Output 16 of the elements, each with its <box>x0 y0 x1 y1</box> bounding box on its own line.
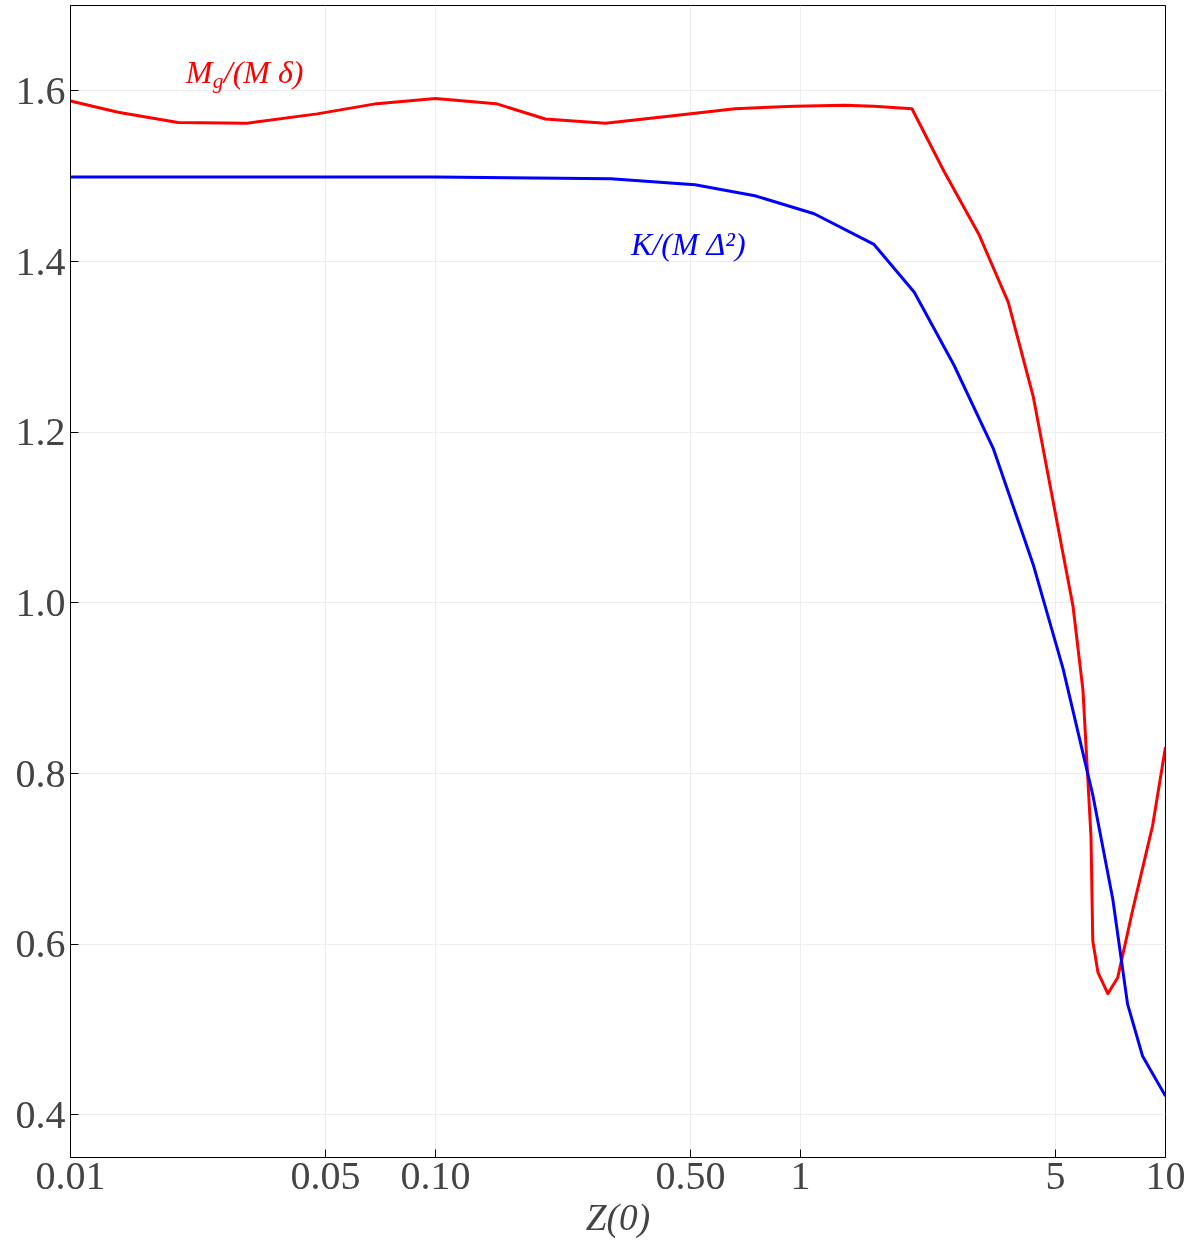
series-label: K/(M Δ²) <box>630 226 746 263</box>
x-axis-title: Z(0) <box>585 1196 651 1239</box>
x-tick-label: 1 <box>790 1152 811 1198</box>
x-tick-label: 10 <box>1145 1152 1186 1198</box>
x-tick-label: 0.01 <box>35 1152 106 1198</box>
y-tick-label: 1.6 <box>15 67 66 113</box>
y-tick-label: 1.2 <box>15 409 66 455</box>
x-tick-label: 0.50 <box>655 1152 726 1198</box>
y-tick-label: 0.8 <box>15 750 66 796</box>
x-tick-label: 0.05 <box>290 1152 361 1198</box>
x-tick-label: 0.10 <box>400 1152 471 1198</box>
y-tick-label: 0.6 <box>15 921 66 967</box>
y-tick-label: 1.0 <box>15 579 66 625</box>
y-tick-label: 0.4 <box>15 1091 66 1137</box>
x-tick-label: 5 <box>1045 1152 1066 1198</box>
y-tick-label: 1.4 <box>15 238 66 284</box>
